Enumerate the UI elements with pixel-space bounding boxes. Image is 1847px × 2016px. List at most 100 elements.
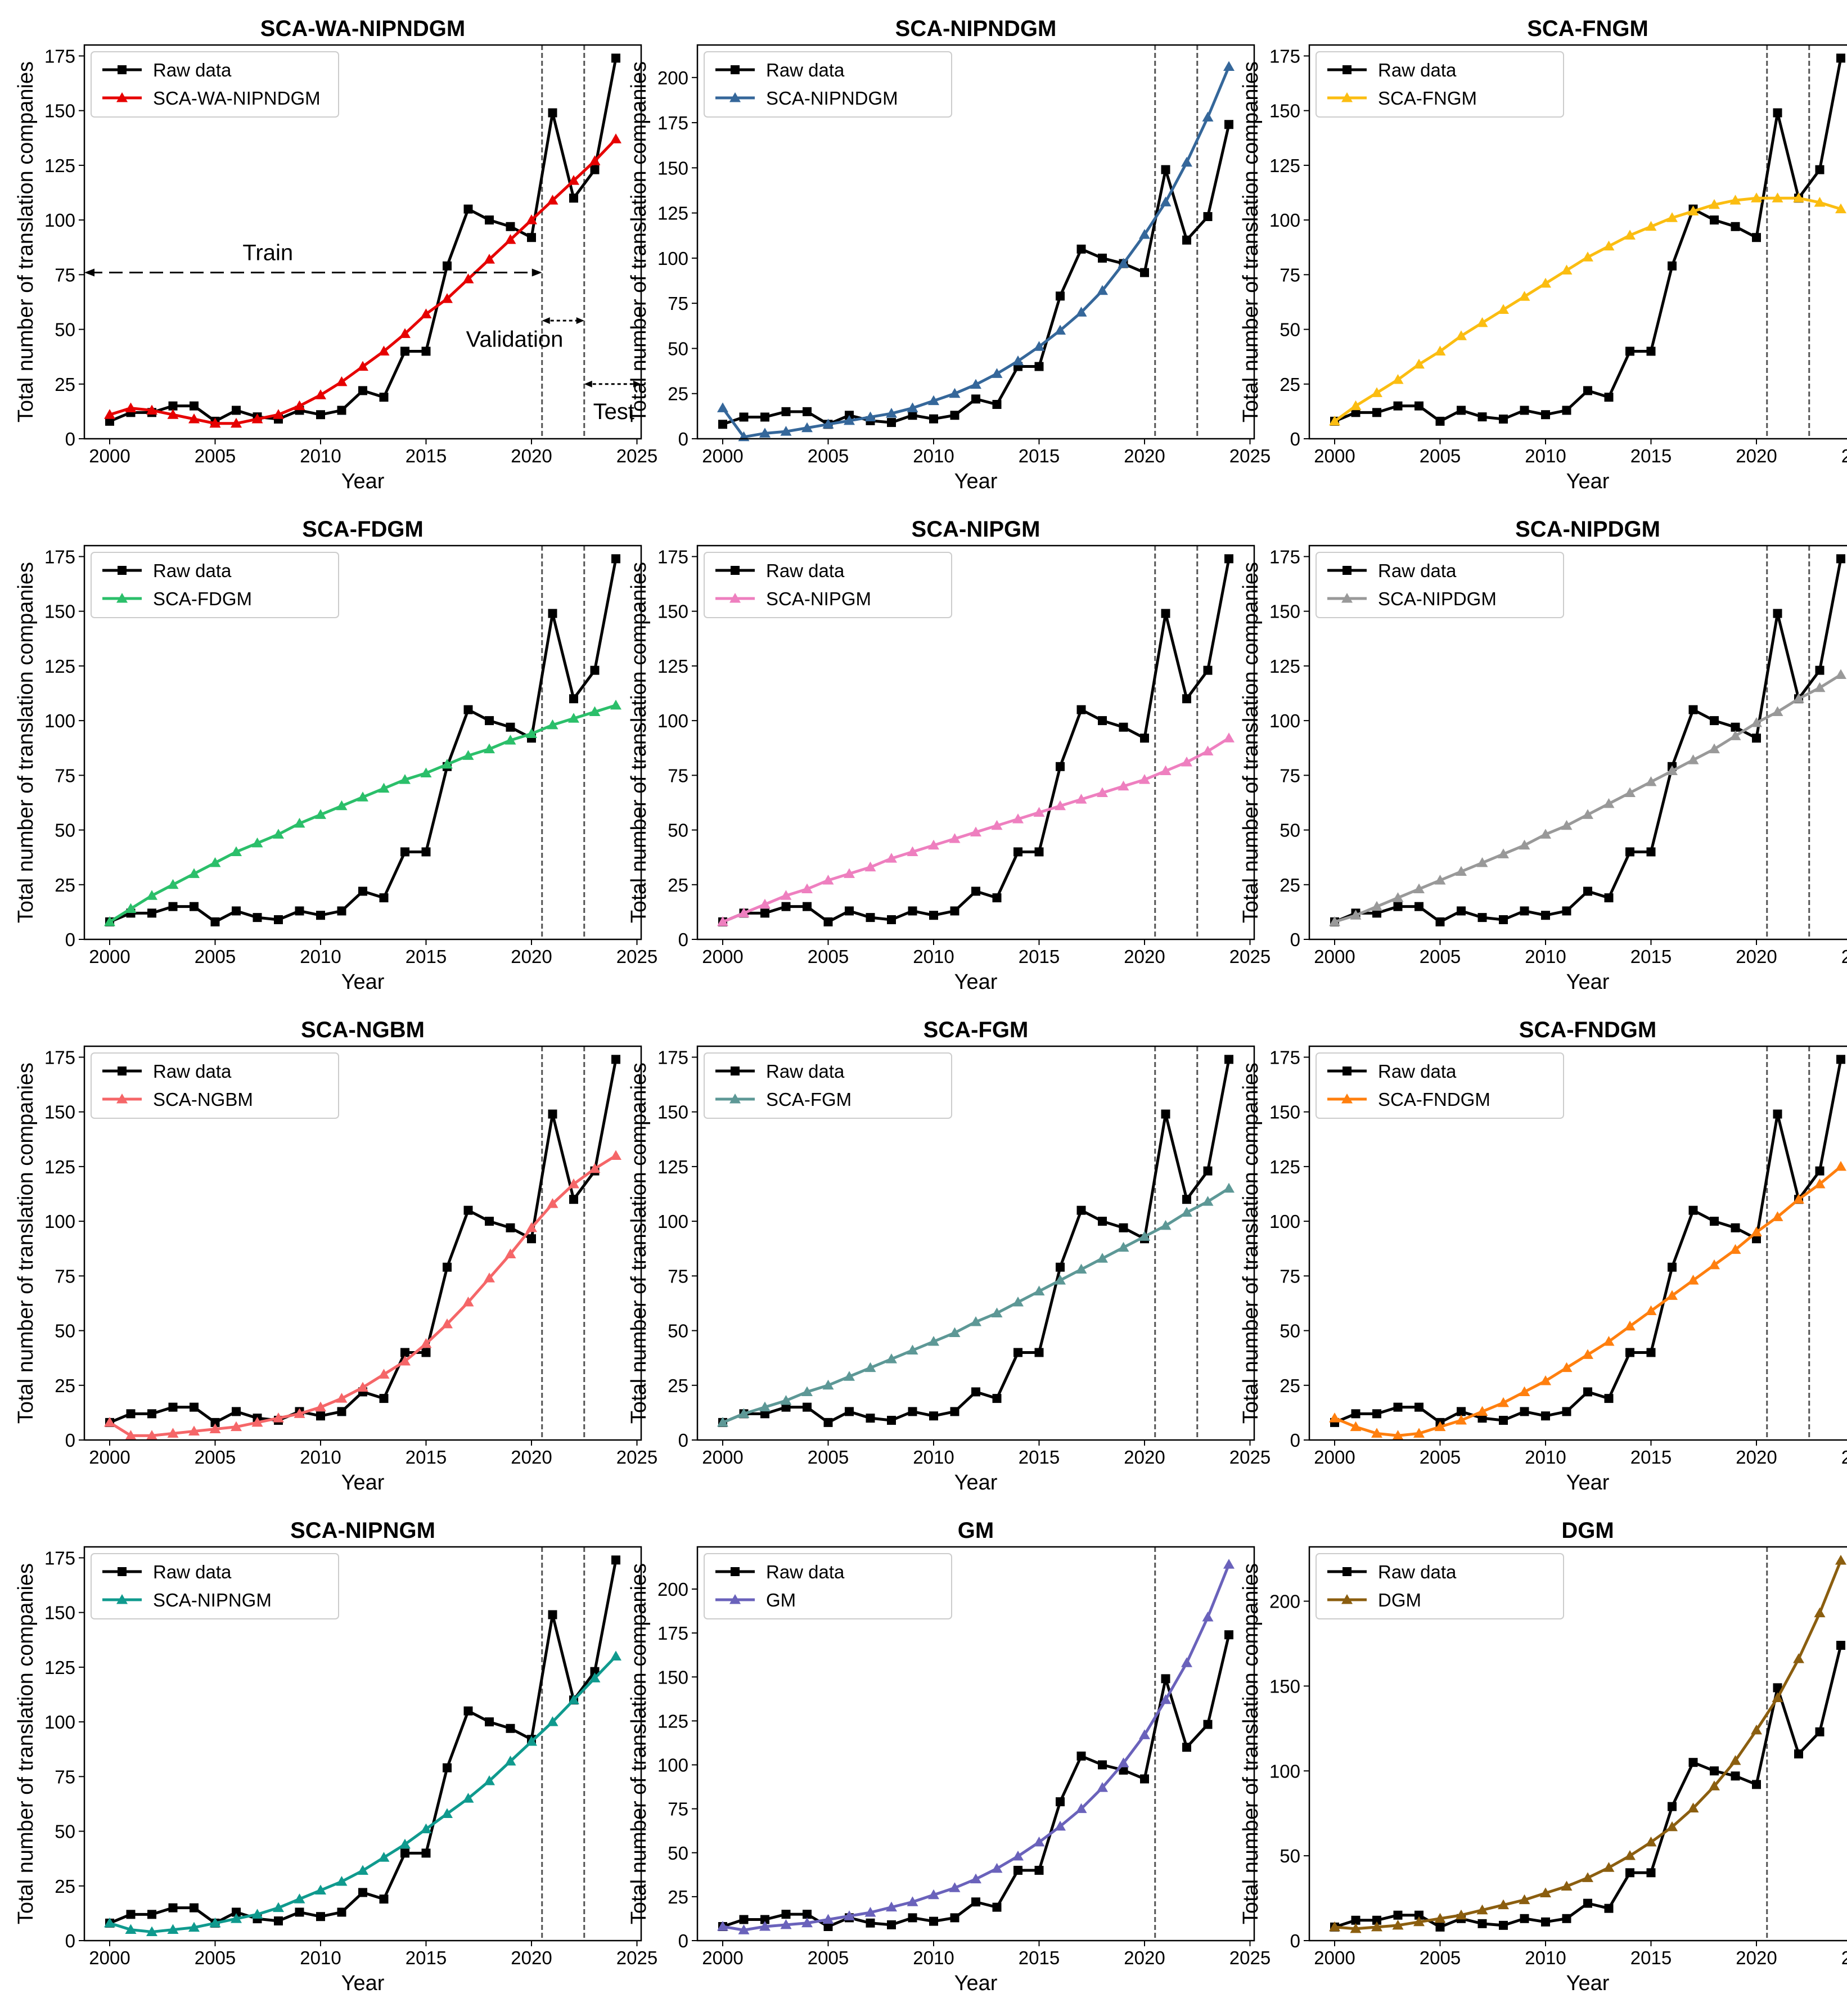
y-tick-label: 100 bbox=[44, 710, 75, 731]
chart-panel-2: SCA-NIPNDGM 2000 2005 2010 2015 2020 2025 0 25 50… bbox=[627, 16, 1271, 493]
raw-data-point bbox=[929, 911, 938, 920]
raw-data-point bbox=[1646, 346, 1656, 356]
raw-data-point bbox=[1583, 886, 1592, 896]
raw-data-point bbox=[1182, 694, 1191, 704]
raw-data-point bbox=[887, 418, 896, 428]
y-tick-label: 175 bbox=[44, 1547, 75, 1568]
raw-data-line bbox=[1334, 1645, 1843, 1929]
model-point bbox=[1814, 682, 1826, 692]
model-point bbox=[1709, 1259, 1720, 1270]
x-tick-label: 2010 bbox=[300, 946, 341, 967]
model-point bbox=[399, 1356, 411, 1366]
model-point bbox=[1835, 1555, 1846, 1565]
model-point bbox=[357, 1865, 368, 1875]
model-point bbox=[188, 868, 200, 878]
y-tick-label: 0 bbox=[1290, 1930, 1300, 1951]
model-point bbox=[547, 1716, 558, 1726]
raw-data-point bbox=[1562, 406, 1571, 415]
y-tick-label: 25 bbox=[1280, 374, 1300, 395]
raw-data-point bbox=[929, 414, 938, 424]
x-tick-label: 2020 bbox=[1736, 1947, 1777, 1968]
model-point bbox=[928, 1336, 939, 1346]
raw-data-point bbox=[400, 847, 409, 857]
model-point bbox=[378, 1369, 390, 1379]
chart-title: SCA-FDGM bbox=[302, 517, 424, 542]
raw-data-point bbox=[739, 1915, 749, 1924]
model-point bbox=[146, 1430, 157, 1440]
model-point bbox=[1666, 212, 1678, 222]
x-tick-label: 2005 bbox=[195, 446, 236, 466]
raw-data-point bbox=[316, 1411, 325, 1421]
raw-data-point bbox=[569, 1195, 578, 1204]
x-tick-label: 2025 bbox=[1841, 946, 1847, 967]
model-point bbox=[1498, 1397, 1509, 1407]
plot-frame bbox=[83, 44, 642, 440]
raw-data-point bbox=[1034, 1348, 1044, 1357]
y-tick-label: 50 bbox=[1280, 1846, 1300, 1866]
y-tick-label: 175 bbox=[44, 1047, 75, 1068]
x-tick-label: 2025 bbox=[1229, 446, 1271, 466]
raw-data-point bbox=[803, 1910, 812, 1919]
model-point bbox=[1645, 1305, 1657, 1316]
x-tick-label: 2020 bbox=[1124, 446, 1165, 466]
model-point bbox=[1729, 1244, 1741, 1254]
model-point bbox=[1223, 732, 1235, 742]
y-tick-label: 150 bbox=[1269, 101, 1300, 122]
model-point bbox=[738, 1408, 750, 1418]
raw-data-point bbox=[908, 906, 917, 916]
raw-data-point bbox=[1731, 222, 1740, 231]
raw-data-point bbox=[337, 906, 346, 916]
raw-data-point bbox=[1013, 1348, 1022, 1357]
legend-model-marker bbox=[729, 1594, 741, 1604]
raw-data-point bbox=[1499, 1416, 1508, 1425]
raw-data-point bbox=[1731, 1223, 1740, 1232]
plot-frame bbox=[1308, 544, 1847, 940]
model-point bbox=[357, 361, 368, 371]
raw-data-point bbox=[1372, 1409, 1381, 1419]
x-axis-label: Year bbox=[954, 1972, 998, 1995]
chart-panel-9: SCA-FNDGM 2000 2005 2010 2015 2020 2025 0 25 50 75… bbox=[1239, 1018, 1847, 1495]
model-point bbox=[801, 1917, 813, 1928]
legend-model-label: DGM bbox=[1378, 1590, 1421, 1610]
x-tick-label: 2020 bbox=[1124, 1447, 1165, 1468]
model-point bbox=[547, 1198, 558, 1208]
model-point bbox=[1097, 1782, 1108, 1792]
raw-data-point bbox=[358, 1888, 367, 1897]
model-point bbox=[864, 411, 876, 421]
model-point bbox=[886, 853, 897, 863]
model-point bbox=[1772, 706, 1783, 717]
model-point bbox=[928, 395, 939, 406]
model-point bbox=[336, 1876, 348, 1886]
x-tick-label: 2000 bbox=[89, 446, 130, 466]
model-point bbox=[209, 1423, 221, 1434]
model-point bbox=[251, 837, 263, 848]
raw-data-point bbox=[1435, 416, 1445, 426]
chart-title: SCA-FGM bbox=[924, 1018, 1029, 1042]
raw-data-point bbox=[760, 412, 769, 422]
raw-data-point bbox=[823, 917, 833, 926]
raw-data-point bbox=[1499, 415, 1508, 424]
raw-data-point bbox=[971, 886, 980, 896]
x-tick-label: 2025 bbox=[616, 446, 657, 466]
legend-raw-marker bbox=[731, 1567, 740, 1576]
raw-data-point bbox=[379, 893, 389, 903]
test-arrowhead-left bbox=[584, 380, 592, 388]
legend-box bbox=[704, 552, 952, 618]
model-point bbox=[378, 345, 390, 356]
model-point bbox=[1075, 794, 1087, 804]
raw-data-point bbox=[1203, 1720, 1213, 1729]
model-point bbox=[420, 1823, 432, 1834]
x-tick-label: 2025 bbox=[1229, 1447, 1271, 1468]
model-point bbox=[1075, 307, 1087, 317]
legend-box bbox=[1316, 1052, 1564, 1119]
legend-raw-label: Raw data bbox=[766, 1061, 845, 1082]
model-point bbox=[1687, 205, 1699, 216]
x-tick-label: 2005 bbox=[1420, 446, 1461, 466]
raw-data-point bbox=[1224, 554, 1233, 564]
raw-data-point bbox=[190, 401, 199, 411]
legend-model-marker bbox=[1341, 92, 1353, 102]
model-point bbox=[315, 1401, 326, 1412]
y-tick-label: 100 bbox=[1269, 1761, 1300, 1781]
raw-data-point bbox=[1668, 1262, 1677, 1272]
model-point bbox=[717, 1921, 728, 1931]
